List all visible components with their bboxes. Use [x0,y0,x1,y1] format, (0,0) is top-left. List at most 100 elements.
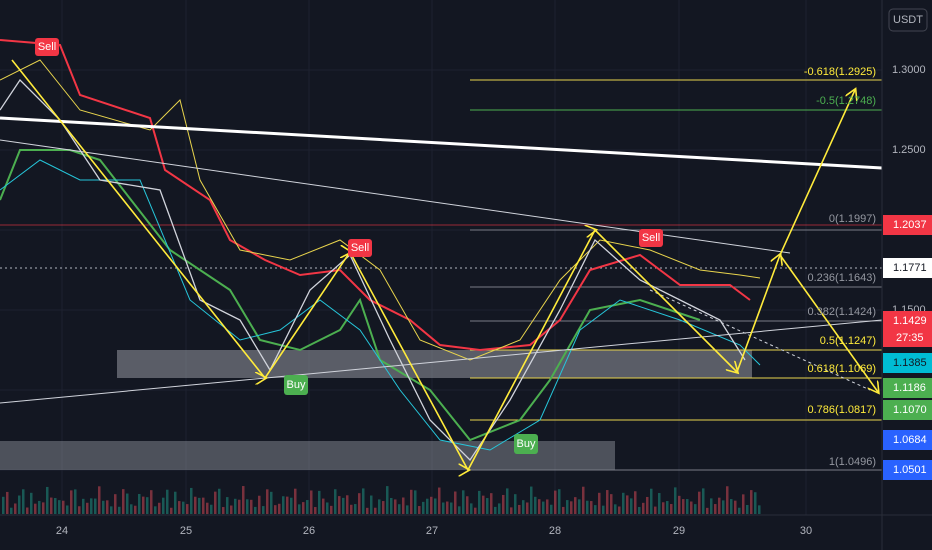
volume-bar [74,489,77,514]
volume-bar [426,498,429,514]
volume-bar [126,493,129,514]
volume-bar [498,503,501,514]
price-tag: 1.1186 [893,382,926,394]
volume-bar [538,499,541,514]
volume-bar [350,504,353,514]
volume-bar [678,495,681,514]
volume-bar [182,501,185,514]
volume-bar [566,500,569,514]
volume-bar [26,507,29,514]
date-label: 29 [673,525,685,537]
volume-bar [10,507,13,514]
volume-bar [314,507,317,514]
volume-bar [166,489,169,514]
fib-label: 0.618(1.1069) [808,363,877,375]
volume-bar [614,504,617,514]
volume-bar [506,488,509,514]
volume-bar [710,498,713,514]
volume-bar [330,505,333,514]
volume-bar [674,487,677,514]
volume-bar [430,496,433,514]
volume-bar [702,488,705,514]
volume-bar [718,497,721,514]
volume-bar [90,498,93,514]
volume-bar [630,498,633,514]
volume-bar [186,504,189,514]
volume-bar [198,497,201,514]
volume-bar [502,494,505,514]
volume [2,486,761,514]
volume-bar [758,505,761,514]
volume-bar [30,492,33,514]
volume-bar [34,503,37,514]
volume-bar [270,491,273,514]
volume-bar [738,507,741,514]
volume-bar [442,502,445,514]
volume-bar [402,497,405,514]
volume-bar [338,496,341,514]
volume-bar [158,502,161,514]
volume-bar [658,493,661,514]
volume-bar [278,503,281,514]
volume-bar [2,496,5,514]
volume-bar [394,499,397,514]
fib-label: 0(1.1997) [829,213,876,225]
price-tag: 1.0501 [893,464,927,476]
volume-bar [634,491,637,514]
volume-bar [546,499,549,514]
volume-bar [682,499,685,514]
volume-bar [206,502,209,514]
signals: Sell Sell Sell Buy Buy [35,38,663,454]
volume-bar [178,501,181,514]
volume-bar [346,495,349,514]
volume-bar [94,498,97,514]
projection-down [779,254,878,392]
fib-label: -0.5(1.2748) [816,95,876,107]
price-tag: 1.1385 [893,357,927,369]
volume-bar [374,507,377,514]
volume-bar [542,501,545,514]
volume-bar [470,503,473,514]
volume-bar [662,502,665,514]
volume-bar [582,486,585,514]
volume-bar [42,502,45,514]
currency-button[interactable] [888,8,928,32]
volume-bar [66,505,69,514]
volume-bar [390,497,393,514]
price-tag: 1.1070 [893,404,927,416]
volume-bar [50,497,53,514]
volume-bar [518,504,521,514]
volume-bar [246,499,249,514]
volume-bar [398,504,401,514]
volume-bar [750,490,753,514]
volume-bar [146,497,149,514]
volume-bar [78,506,81,514]
volume-bar [726,486,729,514]
volume-bar [406,505,409,514]
volume-bar [438,487,441,514]
volume-bar [110,506,113,514]
volume-bar [194,496,197,514]
volume-bar [86,502,89,514]
volume-bar [18,495,21,514]
price-tag: 1.2037 [893,219,927,231]
volume-bar [686,499,689,514]
volume-bar [114,494,117,514]
volume-bar [594,505,597,514]
volume-bar [642,502,645,514]
volume-bar [22,489,25,514]
currency[interactable]: USDT [893,14,923,26]
volume-bar [586,500,589,514]
volume-bar [558,489,561,514]
volume-bar [446,501,449,514]
volume-bar [550,504,553,514]
volume-bar [262,506,265,514]
volume-bar [58,500,61,514]
buy-signal: Buy [517,438,536,450]
volume-bar [234,498,237,514]
volume-bar [574,497,577,514]
volume-bar [226,497,229,514]
volume-bar [322,498,325,514]
volume-bar [342,497,345,514]
volume-bar [82,498,85,514]
